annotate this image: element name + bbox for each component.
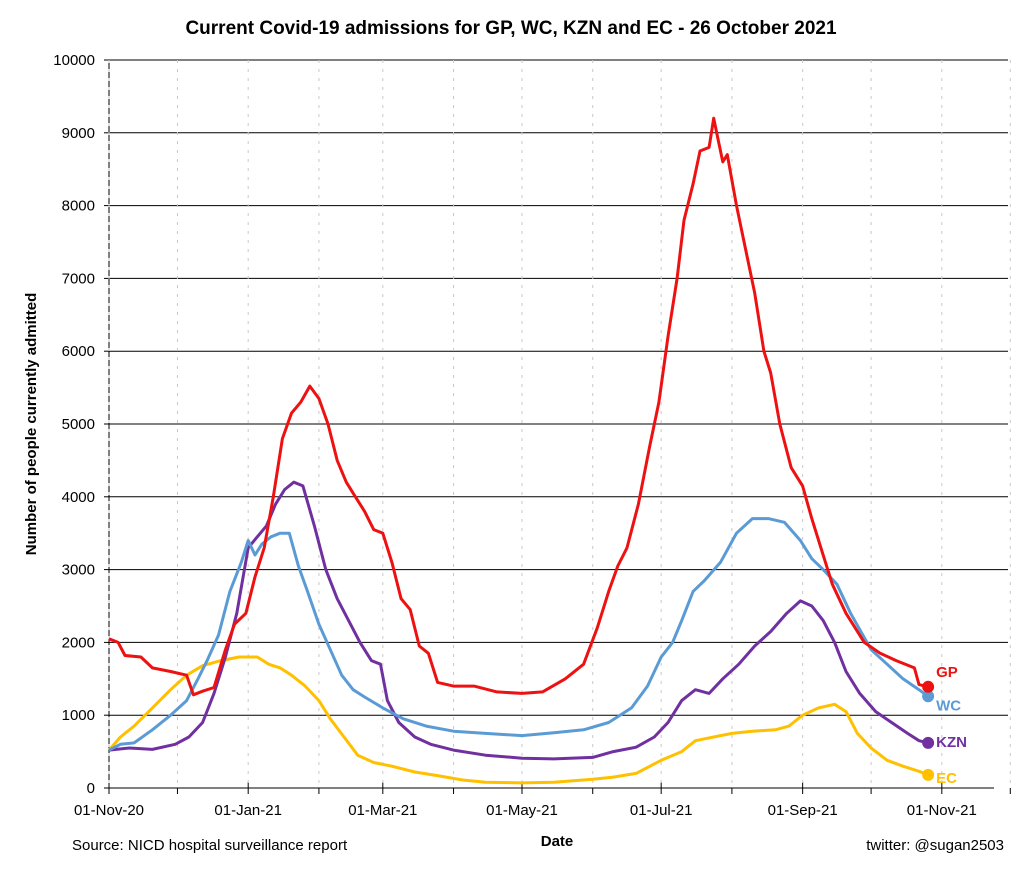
chart-title: Current Covid-19 admissions for GP, WC, …: [185, 18, 837, 39]
y-tick-label-7: 7000: [62, 270, 95, 287]
x-tick-label-2: 01-Mar-21: [348, 802, 417, 819]
x-tick-label-3: 01-May-21: [486, 802, 558, 819]
x-tick-label-0: 01-Nov-20: [74, 802, 144, 819]
x-tick-label-4: 01-Jul-21: [630, 802, 693, 819]
x-axis-ticks: 01-Nov-20 01-Jan-21 01-Mar-21 01-May-21 01-J…: [74, 60, 1011, 819]
end-marker-gp: [922, 680, 935, 693]
series-line-gp: [108, 116, 929, 697]
end-label-ec: EC: [936, 770, 957, 787]
y-tick-label-4: 4000: [62, 489, 95, 506]
twitter-credit: twitter: @sugan2503: [866, 837, 1004, 854]
y-axis-ticks: 0 1000 2000 3000 4000 5000 6000 7000 8000 9000 100…: [53, 52, 109, 797]
y-tick-label-5: 5000: [62, 416, 95, 433]
series-end-labels: EC KZN WC GP: [922, 664, 967, 787]
end-marker-kzn: [922, 736, 935, 749]
series-lines: [107, 116, 929, 785]
end-marker-wc: [922, 690, 935, 703]
x-tick-label-5: 01-Sep-21: [768, 802, 838, 819]
y-tick-label-6: 6000: [62, 343, 95, 360]
y-tick-label-3: 3000: [62, 562, 95, 579]
y-tick-label-8: 8000: [62, 198, 95, 215]
y-tick-label-10: 10000: [53, 52, 95, 69]
y-tick-label-2: 2000: [62, 634, 95, 651]
end-label-gp: GP: [936, 664, 958, 681]
x-tick-label-1: 01-Jan-21: [214, 802, 282, 819]
series-line-kzn: [108, 480, 929, 761]
y-tick-label-0: 0: [87, 780, 95, 797]
x-tick-label-6: 01-Nov-21: [907, 802, 977, 819]
series-line-ec: [107, 655, 929, 785]
series-line-wc: [108, 517, 929, 752]
end-label-kzn: KZN: [936, 734, 967, 751]
y-tick-label-1: 1000: [62, 707, 95, 724]
end-label-wc: WC: [936, 697, 961, 714]
y-axis-title: Number of people currently admitted: [23, 293, 40, 556]
source-note: Source: NICD hospital surveillance repor…: [72, 837, 348, 854]
x-axis-title: Date: [541, 833, 574, 850]
end-marker-ec: [922, 768, 935, 781]
y-tick-label-9: 9000: [62, 125, 95, 142]
